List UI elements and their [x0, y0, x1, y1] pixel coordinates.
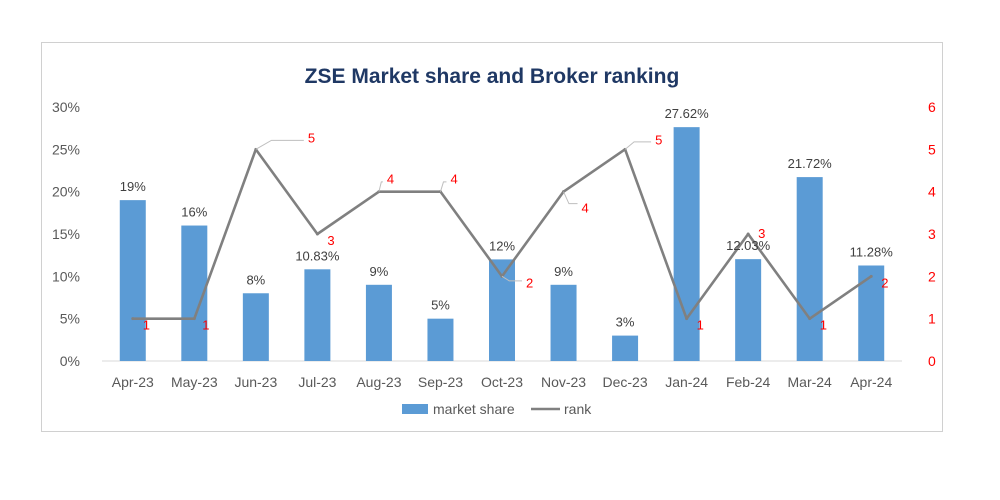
bar-value-label: 12%: [489, 238, 515, 253]
bar-value-label: 27.62%: [665, 106, 710, 121]
bar-value-label: 16%: [181, 205, 207, 220]
rank-label-leader: [501, 275, 522, 282]
rank-value-label: 2: [526, 275, 533, 290]
y-left-tick-label: 20%: [52, 184, 80, 200]
rank-value-label: 1: [202, 318, 209, 333]
y-left-tick-label: 10%: [52, 268, 80, 284]
rank-value-label: 5: [655, 132, 662, 147]
chart-area: ZSE Market share and Broker ranking 0% 5%…: [41, 42, 943, 432]
bar: [242, 293, 269, 361]
bar-value-label: 10.83%: [295, 248, 340, 263]
bar: [427, 318, 454, 361]
bar-value-label: 3%: [616, 315, 635, 330]
rank-label-leader: [563, 191, 578, 205]
legend-label-market-share: market share: [433, 401, 515, 417]
y-right-tick-label: 4: [928, 184, 936, 200]
x-tick-label: Dec-23: [603, 374, 648, 390]
rank-point: [869, 274, 873, 278]
bar-value-label: 21.72%: [788, 156, 833, 171]
legend-label-rank: rank: [564, 401, 592, 417]
x-tick-label: Oct-23: [481, 374, 523, 390]
y-right-tick-label: 5: [928, 141, 936, 157]
y-right-tick-label: 2: [928, 268, 936, 284]
rank-value-label: 4: [582, 201, 589, 216]
x-tick-label: May-23: [171, 374, 218, 390]
bar: [119, 200, 146, 361]
x-tick-label: Feb-24: [726, 374, 771, 390]
x-tick-label: Aug-23: [356, 374, 401, 390]
bar: [735, 259, 762, 361]
bar-value-label: 11.28%: [850, 244, 894, 259]
rank-value-label: 2: [881, 275, 888, 290]
bar-value-label: 9%: [554, 264, 573, 279]
y-right-tick-label: 1: [928, 311, 936, 327]
bar-value-label: 5%: [431, 298, 450, 313]
y-left-tick-label: 25%: [52, 141, 80, 157]
rank-point: [808, 317, 812, 321]
bar-value-label: 8%: [246, 272, 265, 287]
y-left-tick-label: 30%: [52, 99, 80, 115]
bar-value-label: 19%: [120, 179, 146, 194]
bar: [365, 284, 392, 361]
bar: [673, 127, 700, 361]
legend-swatch-market-share: [402, 404, 428, 414]
rank-value-label: 4: [450, 172, 457, 187]
rank-label-leader: [624, 141, 652, 150]
x-tick-label: Jul-23: [298, 374, 336, 390]
rank-label-leader: [439, 181, 447, 192]
x-tick-label: Jun-23: [234, 374, 277, 390]
bar: [550, 284, 577, 361]
y-right-tick-label: 6: [928, 99, 936, 115]
rank-point: [192, 317, 196, 321]
rank-value-label: 5: [308, 130, 315, 145]
x-tick-label: Apr-23: [112, 374, 154, 390]
rank-label-leader: [378, 181, 383, 192]
legend: market share rank: [402, 401, 592, 417]
x-tick-label: Apr-24: [850, 374, 892, 390]
y-left-tick-label: 0%: [60, 353, 80, 369]
market-share-bars: [119, 127, 885, 361]
rank-value-label: 1: [697, 318, 704, 333]
y-right-tick-label: 0: [928, 353, 936, 369]
rank-value-label: 3: [327, 233, 334, 248]
data-labels: 19% 16% 8% 10.83% 9% 5% 12% 9% 3% 27.62% 12.03% 21.…: [120, 106, 893, 333]
rank-point: [131, 317, 135, 321]
rank-point: [746, 232, 750, 236]
bar-value-label: 9%: [370, 264, 389, 279]
rank-value-label: 1: [143, 318, 150, 333]
rank-label-leader: [255, 139, 304, 150]
chart-title: ZSE Market share and Broker ranking: [305, 65, 680, 88]
rank-value-label: 1: [820, 318, 827, 333]
x-tick-label: Nov-23: [541, 374, 586, 390]
rank-value-label: 3: [758, 226, 765, 241]
bar: [796, 177, 823, 361]
x-tick-label: Jan-24: [665, 374, 708, 390]
rank-point: [685, 317, 689, 321]
bar: [612, 335, 639, 361]
y-left-tick-label: 5%: [60, 311, 80, 327]
x-tick-label: Sep-23: [418, 374, 463, 390]
combo-chart: ZSE Market share and Broker ranking 0% 5%…: [52, 65, 936, 417]
rank-value-label: 4: [387, 172, 394, 187]
rank-point: [315, 232, 319, 236]
bar: [304, 269, 331, 361]
y-right-tick-label: 3: [928, 226, 936, 242]
bar-value-label: 12.03%: [726, 238, 771, 253]
x-tick-label: Mar-24: [788, 374, 833, 390]
y-left-tick-label: 15%: [52, 226, 80, 242]
